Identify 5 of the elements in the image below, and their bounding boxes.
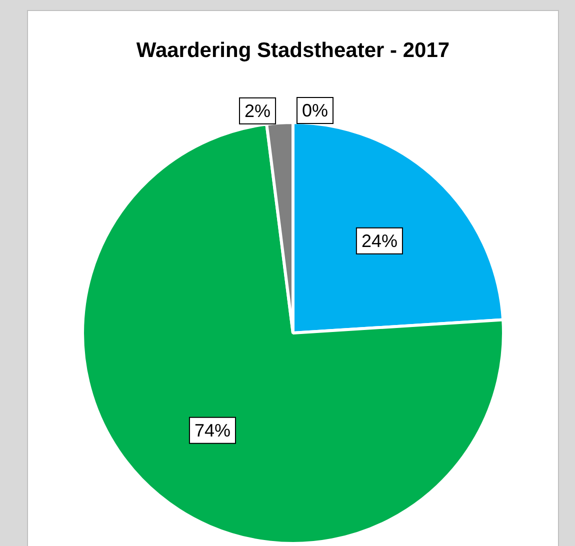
data-label: 2% <box>244 100 271 121</box>
chart-title: Waardering Stadstheater - 2017 <box>135 39 451 63</box>
data-label: 24% <box>361 230 398 251</box>
data-label: 74% <box>194 420 231 440</box>
text: 0% <box>302 100 328 120</box>
